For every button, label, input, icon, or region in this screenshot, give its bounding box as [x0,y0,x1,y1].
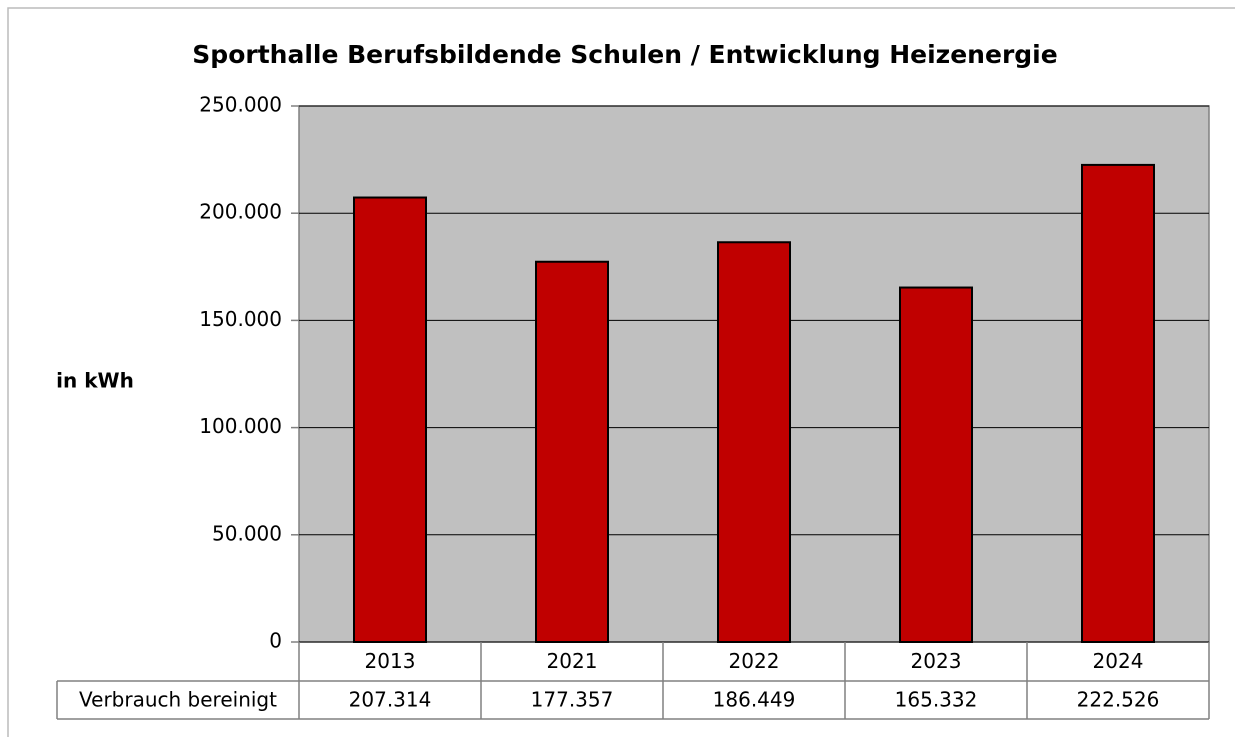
table-value: 207.314 [349,688,432,712]
x-tick-label: 2024 [1093,649,1144,673]
y-tick-label: 0 [269,629,282,653]
bar [353,196,427,643]
x-tick-label: 2013 [365,649,416,673]
x-tick-label: 2023 [911,649,962,673]
y-tick-label: 150.000 [199,307,282,331]
chart-border [7,7,1235,737]
x-tick-label: 2022 [729,649,780,673]
y-tick-label: 200.000 [199,200,282,224]
bar [899,286,973,643]
y-tick-label: 100.000 [199,414,282,438]
y-tick-label: 250.000 [199,93,282,117]
legend-label: Verbrauch bereinigt [79,688,277,712]
table-value: 177.357 [531,688,614,712]
bar [535,260,609,643]
bar [1081,163,1155,643]
x-tick-label: 2021 [547,649,598,673]
table-value: 186.449 [713,688,796,712]
table-value: 222.526 [1077,688,1160,712]
table-value: 165.332 [895,688,978,712]
y-tick-label: 50.000 [212,521,282,545]
y-axis-label: in kWh [56,369,134,393]
chart-title: Sporthalle Berufsbildende Schulen / Entw… [192,40,1057,69]
bar [717,241,791,643]
